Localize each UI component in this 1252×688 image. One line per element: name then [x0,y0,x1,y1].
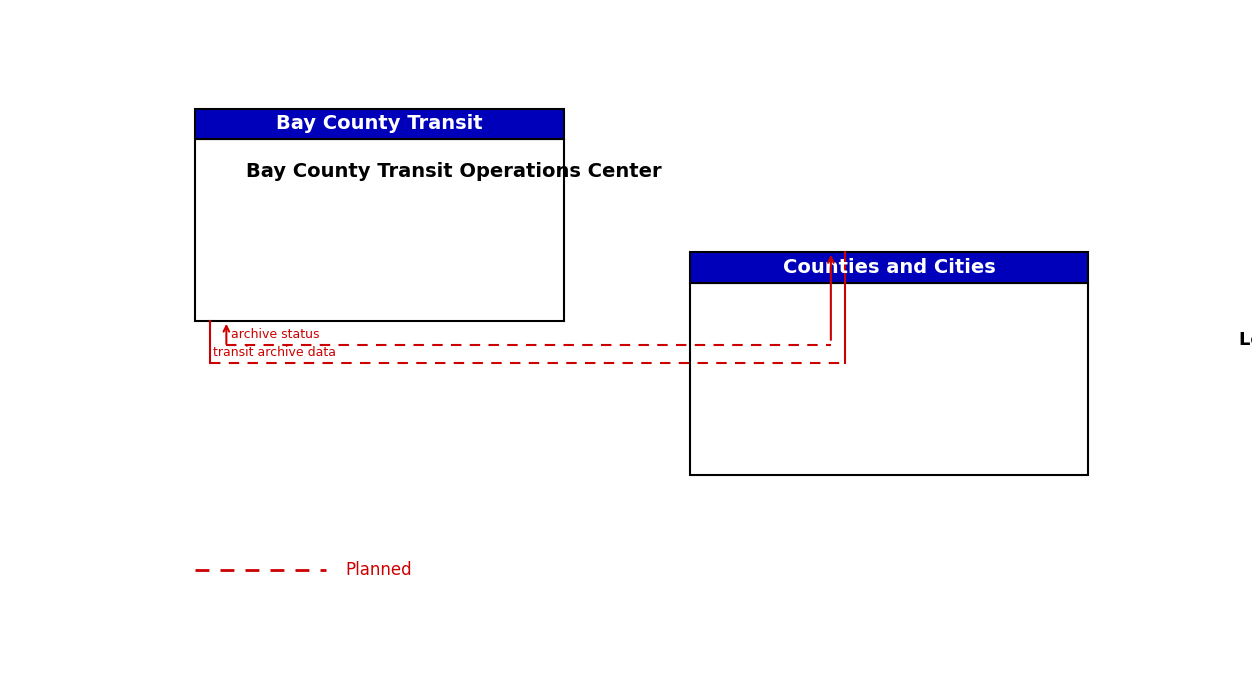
Text: Local Transportation Data Collection
Systems: Local Transportation Data Collection Sys… [1238,331,1252,369]
Text: archive status: archive status [232,327,319,341]
Bar [690,252,1088,283]
Bar [195,139,563,321]
Text: Bay County Transit Operations Center: Bay County Transit Operations Center [245,162,661,181]
Text: transit archive data: transit archive data [213,346,336,359]
Text: Counties and Cities: Counties and Cities [782,258,995,277]
Text: Bay County Transit: Bay County Transit [277,114,483,133]
Text: Planned: Planned [346,561,412,579]
Bar [690,283,1088,475]
Bar [195,109,563,139]
